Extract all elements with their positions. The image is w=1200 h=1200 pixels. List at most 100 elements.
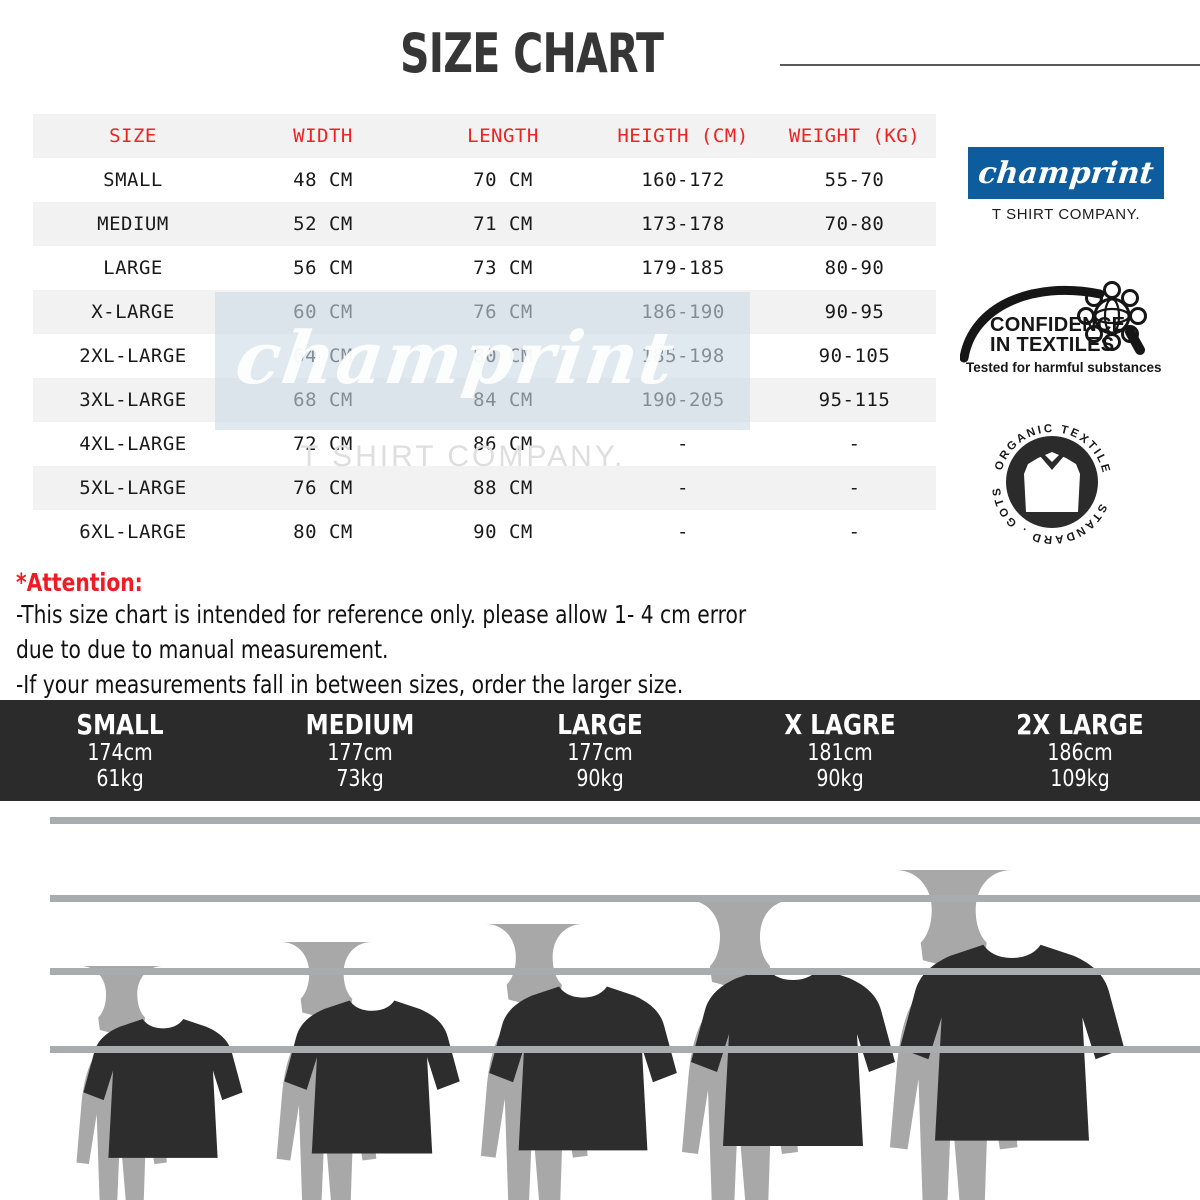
oeko-badge-line3: Tested for harmful substances xyxy=(966,360,1162,375)
model-tshirt xyxy=(489,986,677,1151)
cell-weight: - xyxy=(848,521,861,543)
model-bar-size-name: X LAGRE xyxy=(784,707,896,741)
cell-weight: - xyxy=(848,433,861,455)
cell-weight: 90-95 xyxy=(824,301,885,323)
cell-weight: 80-90 xyxy=(824,257,885,279)
table-row: 4XL-LARGE 72 CM 86 CM - - xyxy=(33,422,936,466)
model-bar-weight: 73kg xyxy=(336,765,384,792)
cell-weight: - xyxy=(848,477,861,499)
model-tshirt xyxy=(899,944,1125,1141)
table-row: 2XL-LARGE 64 CM 80 CM 185-198 90-105 xyxy=(33,334,936,378)
model-bar-height: 174cm xyxy=(87,739,153,766)
cell-size: 5XL-LARGE xyxy=(79,477,187,499)
cell-size: MEDIUM xyxy=(97,213,169,235)
model-bar-column: LARGE 177cm 90kg xyxy=(480,707,720,792)
oeko-tex-arc-icon xyxy=(959,281,1147,363)
cell-height: 173-178 xyxy=(641,213,725,235)
column-header-width: WIDTH xyxy=(293,125,353,147)
model-bar-column: SMALL 174cm 61kg xyxy=(0,707,240,792)
column-header-length: LENGTH xyxy=(467,125,539,147)
model-figure-2x-large xyxy=(889,870,1125,1200)
cell-length: 70 CM xyxy=(473,169,533,191)
brand-logo-script: champrint xyxy=(976,155,1156,191)
cell-size: X-LARGE xyxy=(91,301,175,323)
model-tshirt xyxy=(83,1019,243,1158)
cell-length: 80 CM xyxy=(473,345,533,367)
model-figure-small xyxy=(76,965,243,1200)
cell-width: 60 CM xyxy=(293,301,353,323)
cell-width: 72 CM xyxy=(293,433,353,455)
table-header-row: SIZE WIDTH LENGTH HEIGTH (CM) WEIGHT (KG… xyxy=(33,114,936,158)
model-bar-height: 186cm xyxy=(1047,739,1113,766)
cell-weight: 70-80 xyxy=(824,213,885,235)
cell-size: 6XL-LARGE xyxy=(79,521,187,543)
cell-width: 68 CM xyxy=(293,389,353,411)
model-bar-column: X LAGRE 181cm 90kg xyxy=(720,707,960,792)
cell-weight: 90-105 xyxy=(818,345,891,367)
cell-size: LARGE xyxy=(103,257,163,279)
cell-width: 64 CM xyxy=(293,345,353,367)
cell-width: 76 CM xyxy=(293,477,353,499)
cell-width: 56 CM xyxy=(293,257,353,279)
model-tshirt xyxy=(284,1000,460,1154)
oeko-badge-line2: IN TEXTILES xyxy=(990,334,1115,356)
model-bar-size-name: 2X LARGE xyxy=(1016,707,1144,741)
height-gridline xyxy=(50,817,1200,824)
model-bar-height: 177cm xyxy=(567,739,633,766)
height-gridline xyxy=(50,1046,1200,1053)
table-row: 3XL-LARGE 68 CM 84 CM 190-205 95-115 xyxy=(33,378,936,422)
cell-length: 90 CM xyxy=(473,521,533,543)
cell-size: 3XL-LARGE xyxy=(79,389,187,411)
cell-height: 185-198 xyxy=(641,345,725,367)
model-bar-weight: 61kg xyxy=(96,765,144,792)
attention-line-3: -If your measurements fall in between si… xyxy=(16,670,684,699)
cell-length: 71 CM xyxy=(473,213,533,235)
cell-height: 190-205 xyxy=(641,389,725,411)
page-header: SIZE CHART xyxy=(0,14,1200,85)
model-bar-weight: 90kg xyxy=(816,765,864,792)
model-bar-size-name: LARGE xyxy=(557,707,643,741)
table-row: SMALL 48 CM 70 CM 160-172 55-70 xyxy=(33,158,936,202)
model-bar-weight: 109kg xyxy=(1050,765,1110,792)
cell-height: 186-190 xyxy=(641,301,725,323)
cell-length: 88 CM xyxy=(473,477,533,499)
cell-size: SMALL xyxy=(103,169,163,191)
model-size-bar: SMALL 174cm 61kg MEDIUM 177cm 73kg LARGE… xyxy=(0,700,1200,801)
cell-length: 84 CM xyxy=(473,389,533,411)
attention-line-2: due to due to manual measurement. xyxy=(16,635,389,664)
brand-logo-subtitle: T SHIRT COMPANY. xyxy=(991,206,1141,223)
cell-weight: 55-70 xyxy=(824,169,885,191)
model-bar-weight: 90kg xyxy=(576,765,624,792)
cell-length: 86 CM xyxy=(473,433,533,455)
table-row: 6XL-LARGE 80 CM 90 CM - - xyxy=(33,510,936,554)
model-bar-size-name: MEDIUM xyxy=(305,707,415,741)
cell-height: 160-172 xyxy=(641,169,725,191)
model-bar-height: 181cm xyxy=(807,739,873,766)
model-figure-medium xyxy=(276,941,460,1200)
cell-size: 4XL-LARGE xyxy=(79,433,187,455)
model-silhouette-panel xyxy=(0,801,1200,1200)
cell-width: 48 CM xyxy=(293,169,353,191)
model-figure-large xyxy=(480,924,677,1200)
brand-logo: champrint xyxy=(968,147,1164,199)
cell-length: 73 CM xyxy=(473,257,533,279)
cell-height: - xyxy=(677,521,689,543)
table-row: 5XL-LARGE 76 CM 88 CM - - xyxy=(33,466,936,510)
column-header-size: SIZE xyxy=(109,125,157,147)
cell-weight: 95-115 xyxy=(818,389,891,411)
title-divider-rule xyxy=(780,64,1200,66)
cell-height: - xyxy=(677,433,689,455)
cell-height: - xyxy=(677,477,689,499)
model-bar-column: MEDIUM 177cm 73kg xyxy=(240,707,480,792)
confidence-in-textiles-badge: CONFIDENCE IN TEXTILES Tested for harmfu… xyxy=(959,272,1172,384)
height-gridline xyxy=(50,968,1200,975)
gots-organic-badge: ORGANIC TEXTILE STANDARD . GOTS . GLOBAL xyxy=(972,403,1126,552)
page-title: SIZE CHART xyxy=(400,22,664,85)
attention-heading: *Attention: xyxy=(16,568,143,597)
gots-seal-icon: ORGANIC TEXTILE STANDARD . GOTS . GLOBAL xyxy=(972,403,1109,545)
table-row: LARGE 56 CM 73 CM 179-185 80-90 xyxy=(33,246,936,290)
model-figures-group xyxy=(76,870,1125,1200)
model-bar-size-name: SMALL xyxy=(76,707,164,741)
oeko-badge-line1: CONFIDENCE xyxy=(990,314,1126,336)
